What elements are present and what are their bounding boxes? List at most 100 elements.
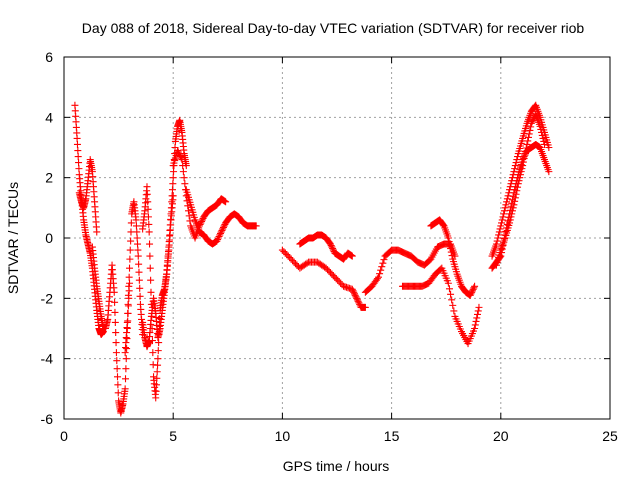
data-point-interp	[522, 148, 530, 156]
data-point-interp	[506, 183, 514, 191]
data-point-interp	[144, 205, 152, 213]
series-sat-g	[169, 147, 230, 242]
data-point-interp	[114, 373, 122, 381]
data-point	[110, 288, 118, 296]
data-point-interp	[471, 321, 479, 329]
data-point-interp	[526, 126, 534, 134]
data-point-interp	[335, 278, 343, 286]
data-point-interp	[113, 357, 121, 365]
data-point-interp	[75, 165, 83, 173]
data-point-interp	[114, 389, 122, 397]
data-point-interp	[143, 190, 151, 198]
data-point-interp	[328, 270, 336, 278]
data-point-interp	[516, 174, 524, 182]
data-point-interp	[122, 365, 130, 373]
data-point-interp	[126, 246, 134, 254]
data-point-interp	[111, 318, 119, 326]
data-point	[331, 273, 339, 281]
x-axis-title: GPS time / hours	[283, 458, 390, 474]
data-point	[145, 228, 153, 236]
data-point-interp	[511, 162, 519, 170]
data-point-interp	[134, 246, 142, 254]
data-point-interp	[494, 234, 502, 242]
data-point-interp	[123, 345, 131, 353]
data-point-interp	[290, 258, 298, 266]
data-point	[322, 264, 330, 272]
data-point	[126, 279, 134, 287]
data-point-interp	[498, 216, 506, 224]
data-point-interp	[509, 204, 517, 212]
data-point-interp	[286, 254, 294, 262]
data-point-interp	[467, 290, 475, 298]
data-point-interp	[540, 137, 548, 145]
data-point-interp	[521, 151, 529, 159]
data-point-interp	[197, 219, 205, 227]
data-point-interp	[144, 198, 152, 206]
data-point-interp	[329, 272, 337, 280]
data-point-interp	[495, 228, 503, 236]
data-point	[471, 282, 479, 290]
data-point	[506, 186, 514, 194]
data-point-interp	[474, 310, 482, 318]
data-point-interp	[538, 131, 546, 139]
data-point	[519, 162, 527, 170]
data-point-interp	[125, 273, 133, 281]
series-sat-m	[427, 216, 479, 299]
series-sat-l	[399, 264, 483, 348]
series-sat-a	[71, 101, 107, 339]
data-point-interp	[500, 207, 508, 215]
data-point-interp	[350, 288, 358, 296]
data-point-interp	[114, 381, 122, 389]
data-point-interp	[508, 174, 516, 182]
data-point	[444, 234, 452, 242]
data-point-interp	[218, 226, 226, 234]
data-point	[143, 183, 151, 191]
data-point	[475, 303, 483, 311]
data-point-interp	[379, 259, 387, 267]
data-point-interp	[134, 240, 142, 248]
data-point-interp	[153, 374, 161, 382]
series-sat-b	[75, 156, 101, 236]
data-point	[152, 394, 160, 402]
data-point-interp	[124, 309, 132, 317]
series-sat-h	[182, 186, 260, 248]
data-point-interp	[198, 216, 206, 224]
data-point	[174, 147, 182, 155]
data-point	[178, 156, 186, 164]
data-point	[514, 180, 522, 188]
data-point-interp	[176, 153, 184, 161]
data-point-interp	[217, 229, 225, 237]
data-point-interp	[214, 234, 222, 242]
data-point	[540, 140, 548, 148]
data-point-interp	[73, 140, 81, 148]
data-point-interp	[122, 375, 130, 383]
y-tick-label: -2	[41, 290, 54, 306]
data-point-interp	[280, 248, 288, 256]
data-point	[278, 246, 286, 254]
series-sat-i	[278, 246, 369, 311]
data-point-interp	[337, 279, 345, 287]
data-point-interp	[377, 266, 385, 274]
data-point-interp	[500, 210, 508, 218]
data-point-interp	[113, 365, 121, 373]
x-tick-label: 15	[384, 428, 400, 444]
data-point-interp	[474, 307, 482, 315]
data-point-interp	[524, 133, 532, 141]
data-point-interp	[111, 298, 119, 306]
data-point	[536, 122, 544, 130]
data-point-interp	[378, 263, 386, 271]
data-point	[348, 252, 356, 260]
data-point-interp	[186, 217, 194, 225]
data-point-interp	[504, 192, 512, 200]
data-point-interp	[498, 219, 506, 227]
data-point-interp	[135, 276, 143, 284]
data-point-interp	[509, 171, 517, 179]
data-point-interp	[74, 147, 82, 155]
data-point-interp	[132, 222, 140, 230]
x-tick-label: 0	[60, 428, 68, 444]
data-point-interp	[181, 180, 189, 188]
data-point-interp	[334, 276, 342, 284]
data-point	[217, 228, 225, 236]
data-point-interp	[147, 288, 155, 296]
data-point	[501, 204, 509, 212]
